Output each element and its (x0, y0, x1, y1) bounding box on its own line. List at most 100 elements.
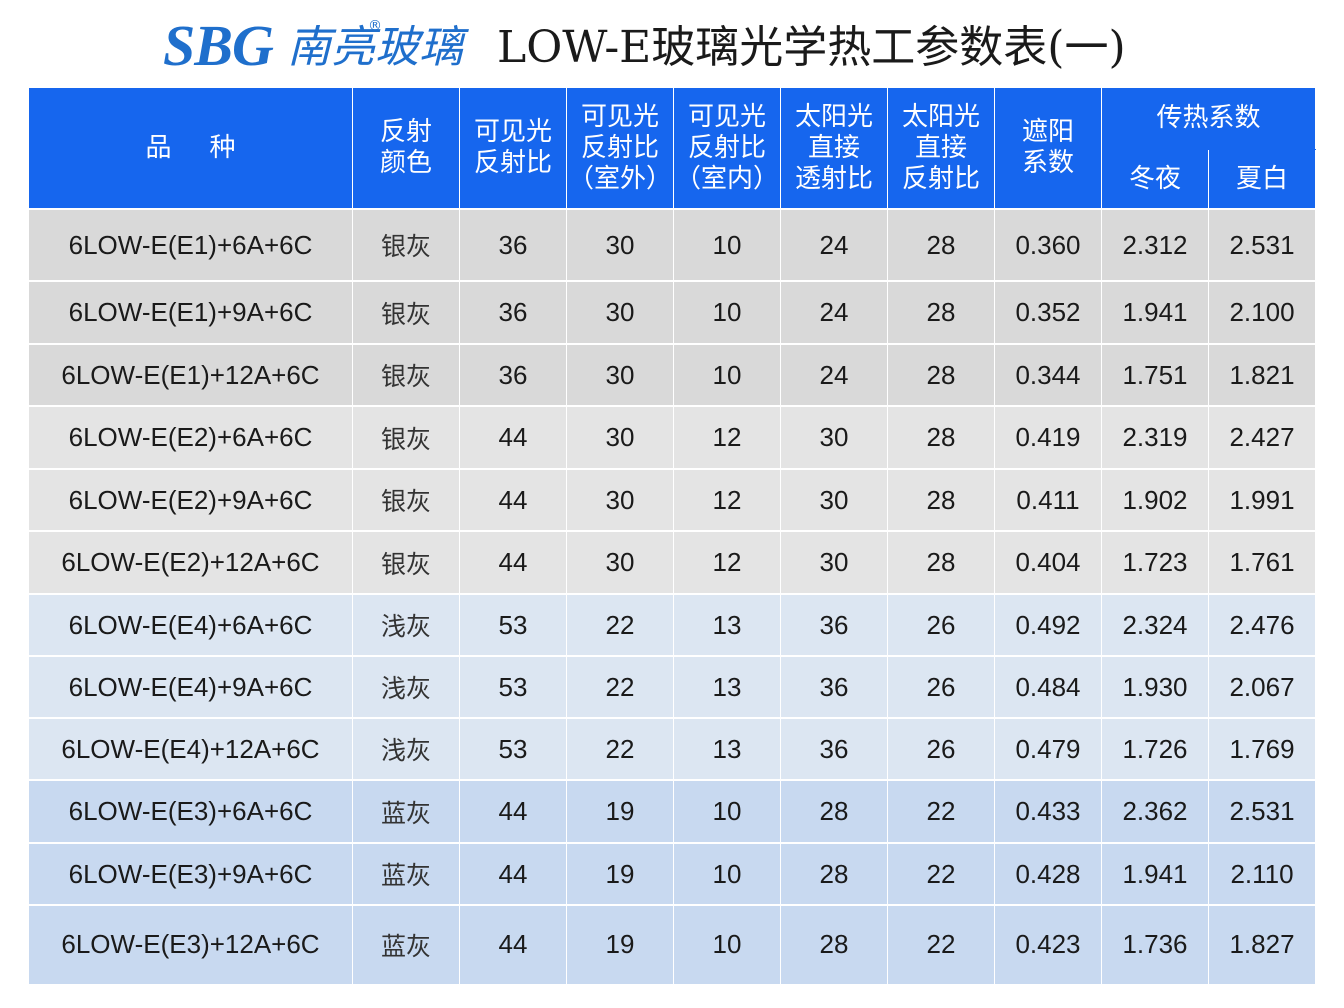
cell-solar-reflect: 26 (887, 593, 995, 657)
cell-visible-reflect-in: 10 (673, 842, 781, 906)
cell-shading-coef: 0.344 (994, 343, 1102, 407)
cell-visible-reflect: 36 (459, 208, 567, 282)
cell-u-winter-night: 1.736 (1101, 904, 1209, 985)
parameter-table: 品种 反射 颜色 可见光 反射比 可见光 反射比 （室外） 可见光 反射比 （室内） 太阳光… (28, 87, 1317, 985)
cell-visible-reflect-in: 10 (673, 779, 781, 844)
cell-solar-trans: 28 (780, 842, 888, 906)
table-row: 6LOW-E(E1)+9A+6C 银灰 36 30 10 24 28 0.352 1.941 2.… (28, 280, 1317, 345)
cell-u-winter-night: 1.751 (1101, 343, 1209, 407)
cell-solar-trans: 28 (780, 779, 888, 844)
cell-u-winter-night: 1.941 (1101, 842, 1209, 906)
cell-visible-reflect-out: 19 (566, 779, 674, 844)
cell-visible-reflect: 44 (459, 468, 567, 532)
header-summer-day: 夏白 (1207, 149, 1317, 210)
cell-visible-reflect-out: 22 (566, 655, 674, 719)
cell-u-winter-night: 1.930 (1101, 655, 1209, 719)
cell-shading-coef: 0.404 (994, 530, 1102, 595)
cell-shading-coef: 0.479 (994, 717, 1102, 781)
table-row: 6LOW-E(E4)+12A+6C 浅灰 53 22 13 36 26 0.479 1.726 1… (28, 717, 1317, 781)
cell-reflect-color: 蓝灰 (352, 779, 460, 844)
cell-u-summer-day: 1.761 (1207, 530, 1317, 595)
cell-visible-reflect: 44 (459, 530, 567, 595)
header-shading: 遮阳 系数 (994, 87, 1102, 210)
cell-visible-reflect-in: 10 (673, 208, 781, 282)
cell-u-winter-night: 2.319 (1101, 405, 1209, 470)
cell-solar-reflect: 28 (887, 280, 995, 345)
cell-reflect-color: 浅灰 (352, 593, 460, 657)
cell-u-summer-day: 2.110 (1207, 842, 1317, 906)
cell-solar-reflect: 28 (887, 530, 995, 595)
cell-reflect-color: 银灰 (352, 468, 460, 532)
cell-shading-coef: 0.423 (994, 904, 1102, 985)
cell-variety: 6LOW-E(E3)+12A+6C (28, 904, 353, 985)
cell-visible-reflect: 36 (459, 343, 567, 407)
cell-variety: 6LOW-E(E3)+9A+6C (28, 842, 353, 906)
cell-u-summer-day: 2.427 (1207, 405, 1317, 470)
cell-u-summer-day: 1.991 (1207, 468, 1317, 532)
cell-shading-coef: 0.419 (994, 405, 1102, 470)
header-variety: 品种 (28, 87, 353, 210)
cell-visible-reflect-out: 30 (566, 468, 674, 532)
header-visible-reflect-in: 可见光 反射比 （室内） (673, 87, 781, 210)
table-row: 6LOW-E(E2)+12A+6C 银灰 44 30 12 30 28 0.404 1.723 1… (28, 530, 1317, 595)
cell-reflect-color: 银灰 (352, 343, 460, 407)
cell-u-winter-night: 1.723 (1101, 530, 1209, 595)
cell-solar-reflect: 22 (887, 842, 995, 906)
cell-shading-coef: 0.428 (994, 842, 1102, 906)
cell-solar-reflect: 28 (887, 405, 995, 470)
header-solar-reflect: 太阳光 直接 反射比 (887, 87, 995, 210)
cell-visible-reflect-in: 13 (673, 655, 781, 719)
cell-variety: 6LOW-E(E2)+9A+6C (28, 468, 353, 532)
cell-visible-reflect-in: 12 (673, 405, 781, 470)
cell-visible-reflect-in: 10 (673, 904, 781, 985)
table-row: 6LOW-E(E3)+9A+6C 蓝灰 44 19 10 28 22 0.428 1.941 2.… (28, 842, 1317, 906)
cell-shading-coef: 0.484 (994, 655, 1102, 719)
cell-variety: 6LOW-E(E4)+6A+6C (28, 593, 353, 657)
cell-visible-reflect: 53 (459, 717, 567, 781)
header-reflect-color: 反射 颜色 (352, 87, 460, 210)
cell-solar-reflect: 28 (887, 468, 995, 532)
cell-u-summer-day: 2.476 (1207, 593, 1317, 657)
cell-visible-reflect: 44 (459, 842, 567, 906)
cell-visible-reflect-out: 19 (566, 842, 674, 906)
cell-solar-trans: 36 (780, 717, 888, 781)
table-row: 6LOW-E(E3)+12A+6C 蓝灰 44 19 10 28 22 0.423 1.736 1… (28, 904, 1317, 985)
cell-shading-coef: 0.492 (994, 593, 1102, 657)
cell-visible-reflect: 44 (459, 904, 567, 985)
cell-shading-coef: 0.433 (994, 779, 1102, 844)
cell-solar-reflect: 26 (887, 655, 995, 719)
cell-visible-reflect-in: 12 (673, 468, 781, 532)
cell-shading-coef: 0.411 (994, 468, 1102, 532)
cell-reflect-color: 银灰 (352, 208, 460, 282)
cell-reflect-color: 银灰 (352, 405, 460, 470)
cell-u-summer-day: 1.769 (1207, 717, 1317, 781)
table-row: 6LOW-E(E3)+6A+6C 蓝灰 44 19 10 28 22 0.433 2.362 2.… (28, 779, 1317, 844)
cell-visible-reflect-out: 30 (566, 343, 674, 407)
cell-visible-reflect-out: 30 (566, 530, 674, 595)
cell-reflect-color: 银灰 (352, 530, 460, 595)
cell-visible-reflect-in: 13 (673, 593, 781, 657)
table-row: 6LOW-E(E4)+9A+6C 浅灰 53 22 13 36 26 0.484 1.930 2.… (28, 655, 1317, 719)
header-u-value: 传热系数 (1100, 87, 1317, 150)
cell-reflect-color: 浅灰 (352, 655, 460, 719)
cell-solar-trans: 24 (780, 280, 888, 345)
cell-solar-trans: 30 (780, 405, 888, 470)
cell-solar-reflect: 22 (887, 779, 995, 844)
cell-solar-trans: 36 (780, 593, 888, 657)
page-title: LOW-E玻璃光学热工参数表(一) (497, 22, 1126, 73)
cell-solar-trans: 28 (780, 904, 888, 985)
registered-mark: ® (368, 18, 382, 34)
header-visible-reflect: 可见光 反射比 (459, 87, 567, 210)
cell-visible-reflect-out: 22 (566, 593, 674, 657)
cell-solar-reflect: 22 (887, 904, 995, 985)
cell-visible-reflect: 44 (459, 405, 567, 470)
cell-u-summer-day: 2.531 (1207, 208, 1317, 282)
cell-u-summer-day: 2.100 (1207, 280, 1317, 345)
cell-solar-reflect: 28 (887, 343, 995, 407)
cell-u-summer-day: 2.067 (1207, 655, 1317, 719)
cell-u-winter-night: 2.312 (1101, 208, 1209, 282)
cell-u-summer-day: 1.827 (1207, 904, 1317, 985)
cell-visible-reflect: 53 (459, 593, 567, 657)
cell-variety: 6LOW-E(E2)+12A+6C (28, 530, 353, 595)
cell-shading-coef: 0.360 (994, 208, 1102, 282)
